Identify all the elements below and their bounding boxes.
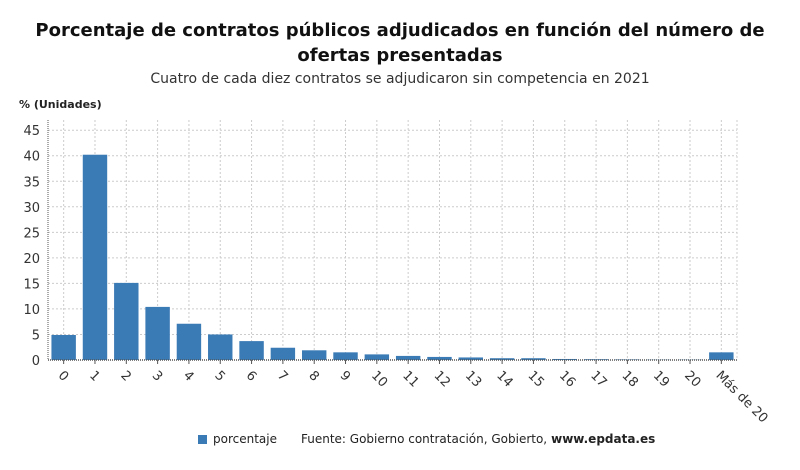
bar — [364, 354, 390, 360]
x-tick-label: 1 — [86, 368, 102, 384]
x-tick-label: 9 — [337, 368, 353, 384]
bar — [333, 352, 358, 360]
x-tick-label: 20 — [681, 368, 703, 390]
bar — [615, 359, 640, 360]
bar — [82, 154, 108, 360]
y-tick-label: 30 — [23, 201, 40, 216]
y-tick-label: 5 — [32, 328, 40, 343]
x-tick-label: 17 — [587, 368, 609, 390]
x-tick-label: 19 — [650, 368, 672, 390]
bar — [709, 352, 734, 360]
y-tick-label: 45 — [23, 124, 40, 139]
y-tick-label: 15 — [23, 277, 40, 292]
y-tick-label: 10 — [23, 303, 40, 318]
x-tick-label: 6 — [243, 368, 259, 384]
chart-title: Porcentaje de contratos públicos adjudic… — [35, 20, 765, 66]
x-tick-label: 13 — [462, 368, 484, 390]
legend: porcentaje Fuente: Gobierno contratación… — [198, 432, 655, 446]
x-tick-label: 4 — [180, 368, 196, 384]
bar — [145, 306, 170, 360]
legend-label: porcentaje — [213, 432, 277, 446]
x-tick-label: 2 — [117, 368, 133, 384]
source-link[interactable]: www.epdata.es — [551, 432, 656, 446]
x-tick-label: 14 — [493, 368, 515, 390]
bar — [270, 347, 296, 360]
x-tick-label: 12 — [431, 368, 453, 390]
bar — [521, 358, 546, 360]
x-tick-label: 16 — [556, 368, 578, 390]
x-tick-label: 7 — [274, 368, 290, 384]
x-tick-label: 5 — [211, 368, 227, 384]
bar — [458, 357, 484, 360]
bar — [208, 334, 233, 360]
bar — [395, 355, 421, 360]
y-axis-label: % (Unidades) — [19, 98, 102, 111]
x-tick-label: 18 — [619, 368, 641, 390]
bar — [114, 282, 139, 360]
y-tick-label: 0 — [32, 354, 40, 369]
y-tick-label: 20 — [23, 252, 40, 267]
bar — [427, 356, 452, 360]
bar — [301, 350, 327, 360]
x-tick-label: 3 — [149, 368, 165, 384]
y-tick-label: 35 — [23, 175, 40, 190]
x-tick-label: Más de 20 — [713, 368, 771, 426]
bar — [239, 341, 264, 360]
x-tick-label: 8 — [305, 368, 321, 384]
y-tick-label: 25 — [23, 226, 40, 241]
x-tick-label: 10 — [368, 368, 390, 390]
bar — [176, 323, 202, 360]
x-tick-label: 11 — [399, 368, 421, 390]
x-tick-label: 15 — [525, 368, 547, 390]
chart-subtitle: Cuatro de cada diez contratos se adjudic… — [150, 71, 650, 87]
bar — [51, 334, 76, 360]
legend-swatch — [198, 434, 207, 444]
x-tick-label: 0 — [55, 368, 71, 384]
bar — [489, 358, 515, 360]
y-tick-label: 40 — [23, 150, 40, 165]
source-text: Fuente: Gobierno contratación, Gobierto, — [301, 432, 548, 446]
